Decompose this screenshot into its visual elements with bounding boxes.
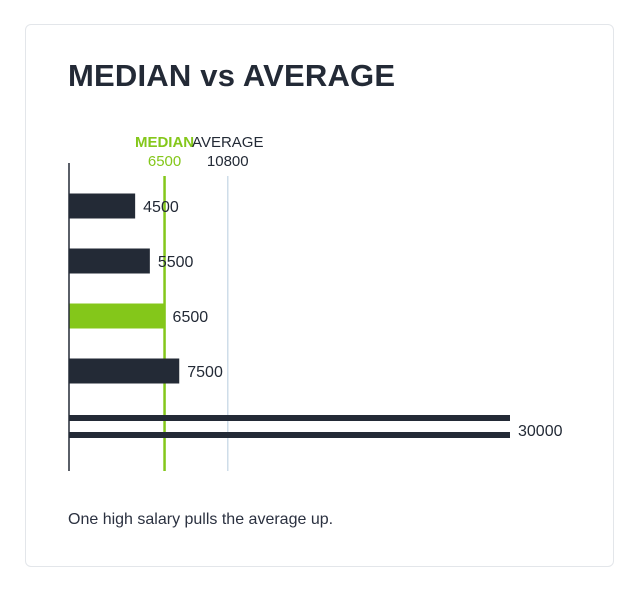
reference-label-average: AVERAGE <box>192 134 263 151</box>
bar-labels: 4500 5500 6500 7500 30000 <box>143 199 562 440</box>
chart-card <box>25 24 614 567</box>
reference-value-median: 6500 <box>148 153 181 170</box>
bar-label-5500: 5500 <box>158 254 194 271</box>
bar-label-4500: 4500 <box>143 199 179 216</box>
reference-lines: MEDIAN 6500 AVERAGE 10800 <box>135 134 263 471</box>
bar-30000-segment-2 <box>69 432 510 438</box>
bar-label-7500: 7500 <box>187 364 223 381</box>
bar-4500 <box>69 193 136 219</box>
chart-title: MEDIAN vs AVERAGE <box>68 58 396 93</box>
reference-value-average: 10800 <box>207 153 249 170</box>
bar-label-6500: 6500 <box>173 309 209 326</box>
bar-6500 <box>69 303 165 329</box>
bar-30000-segment-1 <box>69 415 510 421</box>
reference-label-median: MEDIAN <box>135 134 194 151</box>
bar-7500 <box>69 358 180 384</box>
bar-5500 <box>69 248 150 274</box>
chart-caption: One high salary pulls the average up. <box>68 511 334 528</box>
bar-label-30000: 30000 <box>518 423 563 440</box>
bars <box>69 193 510 438</box>
